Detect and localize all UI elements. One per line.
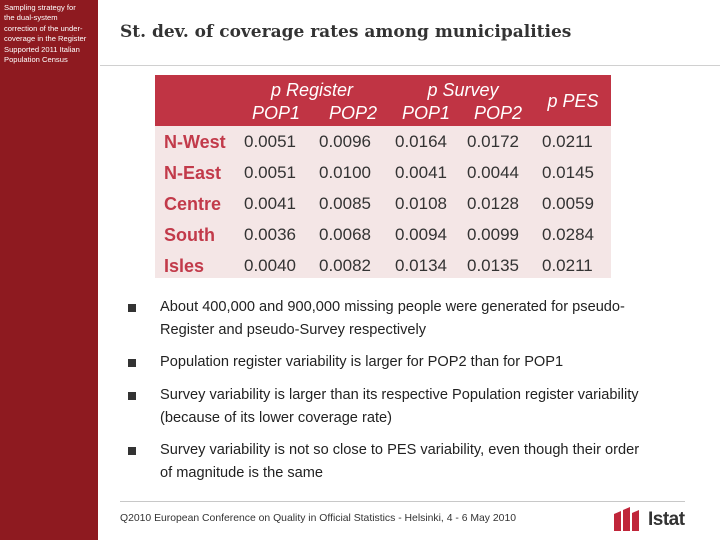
slide-title: St. dev. of coverage rates among municip… [120, 22, 572, 42]
table-cell: 0.0068 [319, 225, 371, 244]
sidebar-line: Supported 2011 Italian [4, 44, 80, 54]
coverage-table: p Register p Survey p PES POP1 POP2 POP1… [155, 75, 611, 278]
region-label: Isles [164, 256, 205, 276]
table-cell: 0.0164 [395, 132, 447, 151]
table-cell: 0.0036 [244, 225, 296, 244]
region-label: N-West [164, 132, 226, 152]
sidebar-line: coverage in the Register [4, 34, 87, 44]
table-row: South 0.0036 0.0068 0.0094 0.0099 0.0284 [155, 221, 611, 252]
table-cell: 0.0135 [467, 256, 519, 275]
table-cell: 0.0100 [319, 163, 371, 182]
table-row: Isles 0.0040 0.0082 0.0134 0.0135 0.0211 [155, 252, 611, 283]
header-survey-pop1: POP1 [401, 103, 451, 123]
sidebar-line: the dual-system [4, 13, 58, 23]
table-cell: 0.0094 [395, 225, 447, 244]
table-cell: 0.0096 [319, 132, 371, 151]
table-cell: 0.0051 [244, 132, 296, 151]
table-header: p Register p Survey p PES POP1 POP2 POP1… [155, 75, 611, 126]
istat-logo-icon [614, 507, 639, 531]
table-row: N-West 0.0051 0.0096 0.0164 0.0172 0.021… [155, 128, 611, 159]
table-cell: 0.0085 [319, 194, 371, 213]
table-cell: 0.0128 [467, 194, 519, 213]
header-p-pes: p PES [547, 91, 599, 111]
table-row: N-East 0.0051 0.0100 0.0041 0.0044 0.014… [155, 159, 611, 190]
table-cell: 0.0145 [542, 163, 594, 182]
table-cell: 0.0059 [542, 194, 594, 213]
table-cell: 0.0211 [542, 132, 593, 151]
table-row: Centre 0.0041 0.0085 0.0108 0.0128 0.005… [155, 190, 611, 221]
table-cell: 0.0108 [395, 194, 447, 213]
sidebar-caption: Sampling strategy for the dual-system co… [4, 3, 96, 65]
table-cell: 0.0211 [542, 256, 593, 275]
table-cell: 0.0040 [244, 256, 296, 275]
region-label: Centre [164, 194, 222, 214]
header-p-register: p Register [270, 80, 354, 100]
region-label: N-East [164, 163, 222, 183]
bullet-square-icon [128, 392, 136, 400]
region-label: South [164, 225, 215, 245]
footer-text: Q2010 European Conference on Quality in … [120, 513, 517, 524]
table-cell: 0.0134 [395, 256, 447, 275]
sidebar: Sampling strategy for the dual-system co… [0, 0, 98, 540]
bullet-text-line: Population register variability is large… [160, 354, 564, 370]
bullet-square-icon [128, 359, 136, 367]
istat-logo: Istat [612, 505, 692, 535]
table-cell: 0.0044 [467, 163, 519, 182]
table-cell: 0.0172 [467, 132, 519, 151]
table-cell: 0.0041 [395, 163, 447, 182]
header-survey-pop2: POP2 [473, 103, 523, 123]
bullet-text-line: Survey variability is larger than its re… [160, 387, 639, 403]
sidebar-line: Population Census [4, 55, 68, 65]
header-register-pop2: POP2 [328, 103, 378, 123]
logo-text: Istat [648, 509, 685, 530]
bullet-square-icon [128, 304, 136, 312]
bullet-square-icon [128, 447, 136, 455]
bullet-text-line: About 400,000 and 900,000 missing people… [160, 299, 625, 315]
table-cell: 0.0082 [319, 256, 371, 275]
bullet-text-line: of magnitude is the same [160, 465, 324, 481]
bullet-text-line: Survey variability is not so close to PE… [160, 442, 640, 458]
header-register-pop1: POP1 [251, 103, 301, 123]
bullet-text-line: Register and pseudo-Survey respectively [160, 322, 427, 338]
title-divider [100, 65, 720, 66]
bullet-text-line: (because of its lower coverage rate) [160, 410, 392, 426]
sidebar-line: Sampling strategy for [4, 3, 76, 12]
header-p-survey: p Survey [427, 80, 499, 100]
sidebar-line: correction of the under- [4, 23, 83, 33]
table-cell: 0.0284 [542, 225, 594, 244]
table-cell: 0.0099 [467, 225, 519, 244]
footer-divider [120, 501, 685, 502]
table-cell: 0.0051 [244, 163, 296, 182]
table-cell: 0.0041 [244, 194, 296, 213]
